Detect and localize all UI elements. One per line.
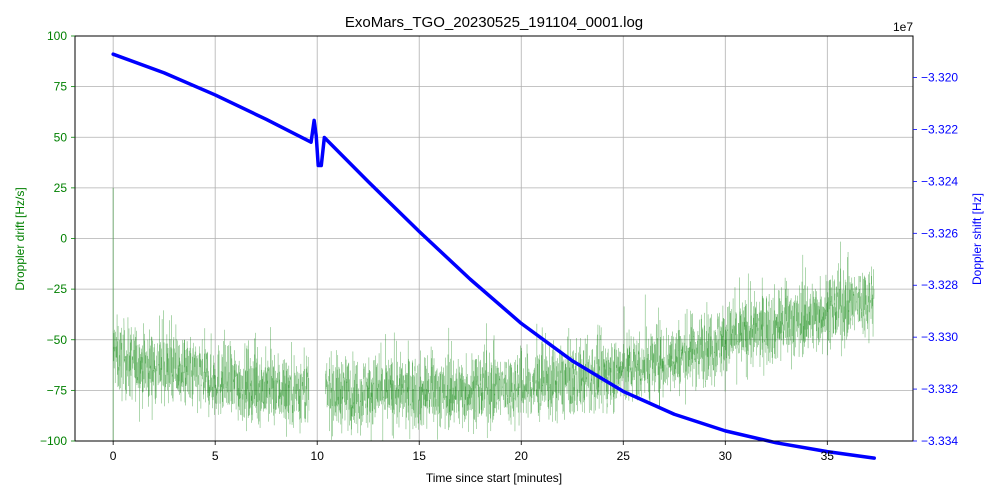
left-y-tick-label: −100 — [40, 434, 67, 448]
right-y-tick-label: −3.332 — [921, 382, 958, 396]
x-tick-label: 25 — [617, 449, 631, 463]
right-y-tick-label: −3.322 — [921, 122, 958, 136]
x-tick-label: 20 — [515, 449, 529, 463]
left-y-tick-label: 100 — [47, 29, 67, 43]
left-y-tick-label: −50 — [47, 333, 68, 347]
right-y-tick-label: −3.320 — [921, 71, 958, 85]
x-tick-label: 15 — [413, 449, 427, 463]
left-y-tick-label: 0 — [60, 232, 67, 246]
right-y-tick-label: −3.324 — [921, 174, 958, 188]
x-tick-label: 10 — [311, 449, 325, 463]
left-y-tick-label: 50 — [54, 130, 68, 144]
x-axis-label: Time since start [minutes] — [426, 471, 562, 485]
right-y-tick-label: −3.334 — [921, 434, 958, 448]
left-y-tick-label: 25 — [54, 181, 68, 195]
drift-series — [112, 187, 875, 442]
right-y-tick-label: −3.330 — [921, 330, 958, 344]
x-axis: 0 5 10 15 20 25 30 35 — [110, 441, 834, 463]
right-y-tick-label: −3.326 — [921, 226, 958, 240]
x-tick-label: 30 — [719, 449, 733, 463]
left-y-tick-label: −75 — [47, 383, 68, 397]
drift-line-segment — [325, 241, 875, 442]
x-tick-label: 35 — [821, 449, 835, 463]
doppler-shift-line — [111, 52, 876, 460]
right-y-tick-label: −3.328 — [921, 278, 958, 292]
left-y-tick-label: −25 — [47, 282, 68, 296]
left-y-axis: 100 75 50 25 0 −25 −50 −75 −100 — [40, 29, 75, 448]
x-tick-label: 0 — [110, 449, 117, 463]
right-y-axis-label: Doppler shift [Hz] — [970, 193, 984, 285]
shift-series — [111, 52, 876, 460]
right-y-axis: −3.320 −3.322 −3.324 −3.326 −3.328 −3.330 −3.3… — [913, 71, 958, 448]
left-y-tick-label: 75 — [54, 80, 68, 94]
chart-title: ExoMars_TGO_20230525_191104_0001.log — [345, 14, 643, 31]
x-tick-label: 5 — [212, 449, 219, 463]
left-y-axis-label: Droppler drift [Hz/s] — [13, 187, 27, 290]
drift-line-segment — [112, 310, 310, 437]
right-axis-offset-text: 1e7 — [893, 20, 913, 34]
